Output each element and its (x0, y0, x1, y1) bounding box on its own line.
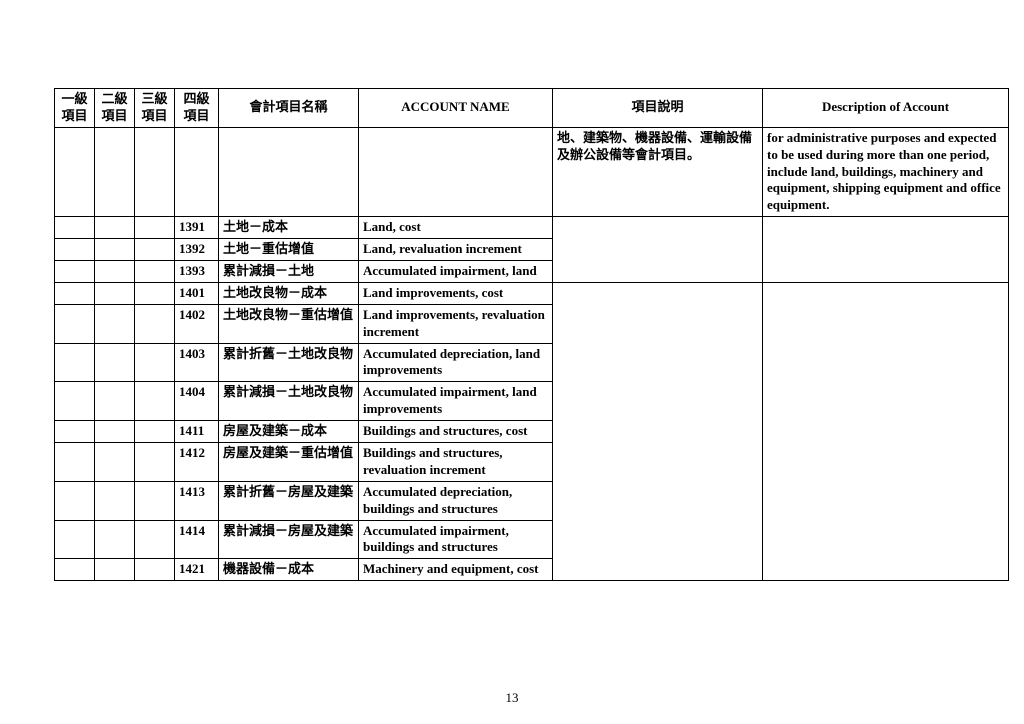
cell-l4: 1403 (175, 343, 219, 382)
table-body: 地、建築物、機器設備、運輸設備及辦公設備等會計項目。 for administr… (55, 127, 1009, 580)
cell-l4: 1411 (175, 421, 219, 443)
cell-l4: 1413 (175, 481, 219, 520)
cont-exp-zh: 地、建築物、機器設備、運輸設備及辦公設備等會計項目。 (553, 127, 763, 216)
cell-name-en: Land improvements, cost (359, 282, 553, 304)
cell-empty (55, 304, 95, 343)
cell-empty (55, 261, 95, 283)
cell-name-en: Accumulated depreciation, land improveme… (359, 343, 553, 382)
cell-name-zh: 土地－重估增值 (219, 239, 359, 261)
col-l2: 二級項目 (95, 89, 135, 128)
cell-l4: 1401 (175, 282, 219, 304)
cell-exp-en (763, 282, 1009, 580)
cell-empty (95, 421, 135, 443)
cell-empty (95, 239, 135, 261)
cell-name-zh: 累計折舊－土地改良物 (219, 343, 359, 382)
table-row: 1401土地改良物－成本Land improvements, cost (55, 282, 1009, 304)
col-l4: 四級項目 (175, 89, 219, 128)
cont-exp-en: for administrative purposes and expected… (763, 127, 1009, 216)
cell-empty (95, 217, 135, 239)
cell-l4: 1414 (175, 520, 219, 559)
cell-empty (135, 559, 175, 581)
cell-empty (95, 559, 135, 581)
table-row: 1391土地－成本Land, cost (55, 217, 1009, 239)
cell-name-en: Accumulated impairment, land (359, 261, 553, 283)
cell-empty (135, 481, 175, 520)
cell-name-zh: 土地改良物－成本 (219, 282, 359, 304)
cell-name-zh: 累計減損－房屋及建築 (219, 520, 359, 559)
cell-name-zh: 累計減損－土地 (219, 261, 359, 283)
cell-empty (55, 343, 95, 382)
cell-name-en: Accumulated impairment, land improvement… (359, 382, 553, 421)
cell-empty (55, 217, 95, 239)
cell-empty (135, 217, 175, 239)
cell-l4: 1393 (175, 261, 219, 283)
cell-name-zh: 土地－成本 (219, 217, 359, 239)
cell-empty (135, 239, 175, 261)
page: 一級項目 二級項目 三級項目 四級項目 會計項目名稱 ACCOUNT NAME … (0, 0, 1024, 724)
cell-empty (135, 421, 175, 443)
cell-name-en: Land, revaluation increment (359, 239, 553, 261)
cell-empty (55, 239, 95, 261)
cell-empty (95, 261, 135, 283)
cell-empty (95, 481, 135, 520)
col-name-zh: 會計項目名稱 (219, 89, 359, 128)
cell-empty (95, 304, 135, 343)
cell-name-en: Accumulated impairment, buildings and st… (359, 520, 553, 559)
cell-l4: 1404 (175, 382, 219, 421)
table-row-continuation: 地、建築物、機器設備、運輸設備及辦公設備等會計項目。 for administr… (55, 127, 1009, 216)
cell-empty (55, 481, 95, 520)
cell-empty (55, 282, 95, 304)
col-l1: 一級項目 (55, 89, 95, 128)
table-header: 一級項目 二級項目 三級項目 四級項目 會計項目名稱 ACCOUNT NAME … (55, 89, 1009, 128)
cell-empty (135, 443, 175, 482)
cell-name-en: Machinery and equipment, cost (359, 559, 553, 581)
cell-l4: 1402 (175, 304, 219, 343)
cell-name-zh: 房屋及建築－重估增值 (219, 443, 359, 482)
cell-empty (55, 559, 95, 581)
cell-exp-en (763, 217, 1009, 283)
cell-name-zh: 累計折舊－房屋及建築 (219, 481, 359, 520)
cell-empty (135, 282, 175, 304)
cell-l4: 1392 (175, 239, 219, 261)
cell-empty (135, 343, 175, 382)
cell-l4: 1421 (175, 559, 219, 581)
cell-empty (55, 421, 95, 443)
cell-name-zh: 土地改良物－重估增值 (219, 304, 359, 343)
cell-name-en: Land, cost (359, 217, 553, 239)
cell-exp-zh (553, 217, 763, 283)
col-name-en: ACCOUNT NAME (359, 89, 553, 128)
cell-name-en: Buildings and structures, revaluation in… (359, 443, 553, 482)
cell-l4: 1412 (175, 443, 219, 482)
cell-empty (95, 343, 135, 382)
cell-empty (55, 443, 95, 482)
cell-empty (95, 520, 135, 559)
col-exp-zh: 項目說明 (553, 89, 763, 128)
cell-empty (135, 382, 175, 421)
col-l3: 三級項目 (135, 89, 175, 128)
cell-name-zh: 機器設備－成本 (219, 559, 359, 581)
cell-empty (135, 304, 175, 343)
cell-name-zh: 累計減損－土地改良物 (219, 382, 359, 421)
cell-empty (95, 443, 135, 482)
cell-name-en: Buildings and structures, cost (359, 421, 553, 443)
cell-empty (55, 520, 95, 559)
col-exp-en: Description of Account (763, 89, 1009, 128)
cell-empty (135, 261, 175, 283)
cell-empty (55, 382, 95, 421)
cell-exp-zh (553, 282, 763, 580)
page-number: 13 (0, 690, 1024, 706)
cell-name-zh: 房屋及建築－成本 (219, 421, 359, 443)
cell-empty (95, 282, 135, 304)
cell-empty (135, 520, 175, 559)
cell-l4: 1391 (175, 217, 219, 239)
cell-empty (95, 382, 135, 421)
accounts-table: 一級項目 二級項目 三級項目 四級項目 會計項目名稱 ACCOUNT NAME … (54, 88, 1009, 581)
cell-name-en: Accumulated depreciation, buildings and … (359, 481, 553, 520)
cell-name-en: Land improvements, revaluation increment (359, 304, 553, 343)
